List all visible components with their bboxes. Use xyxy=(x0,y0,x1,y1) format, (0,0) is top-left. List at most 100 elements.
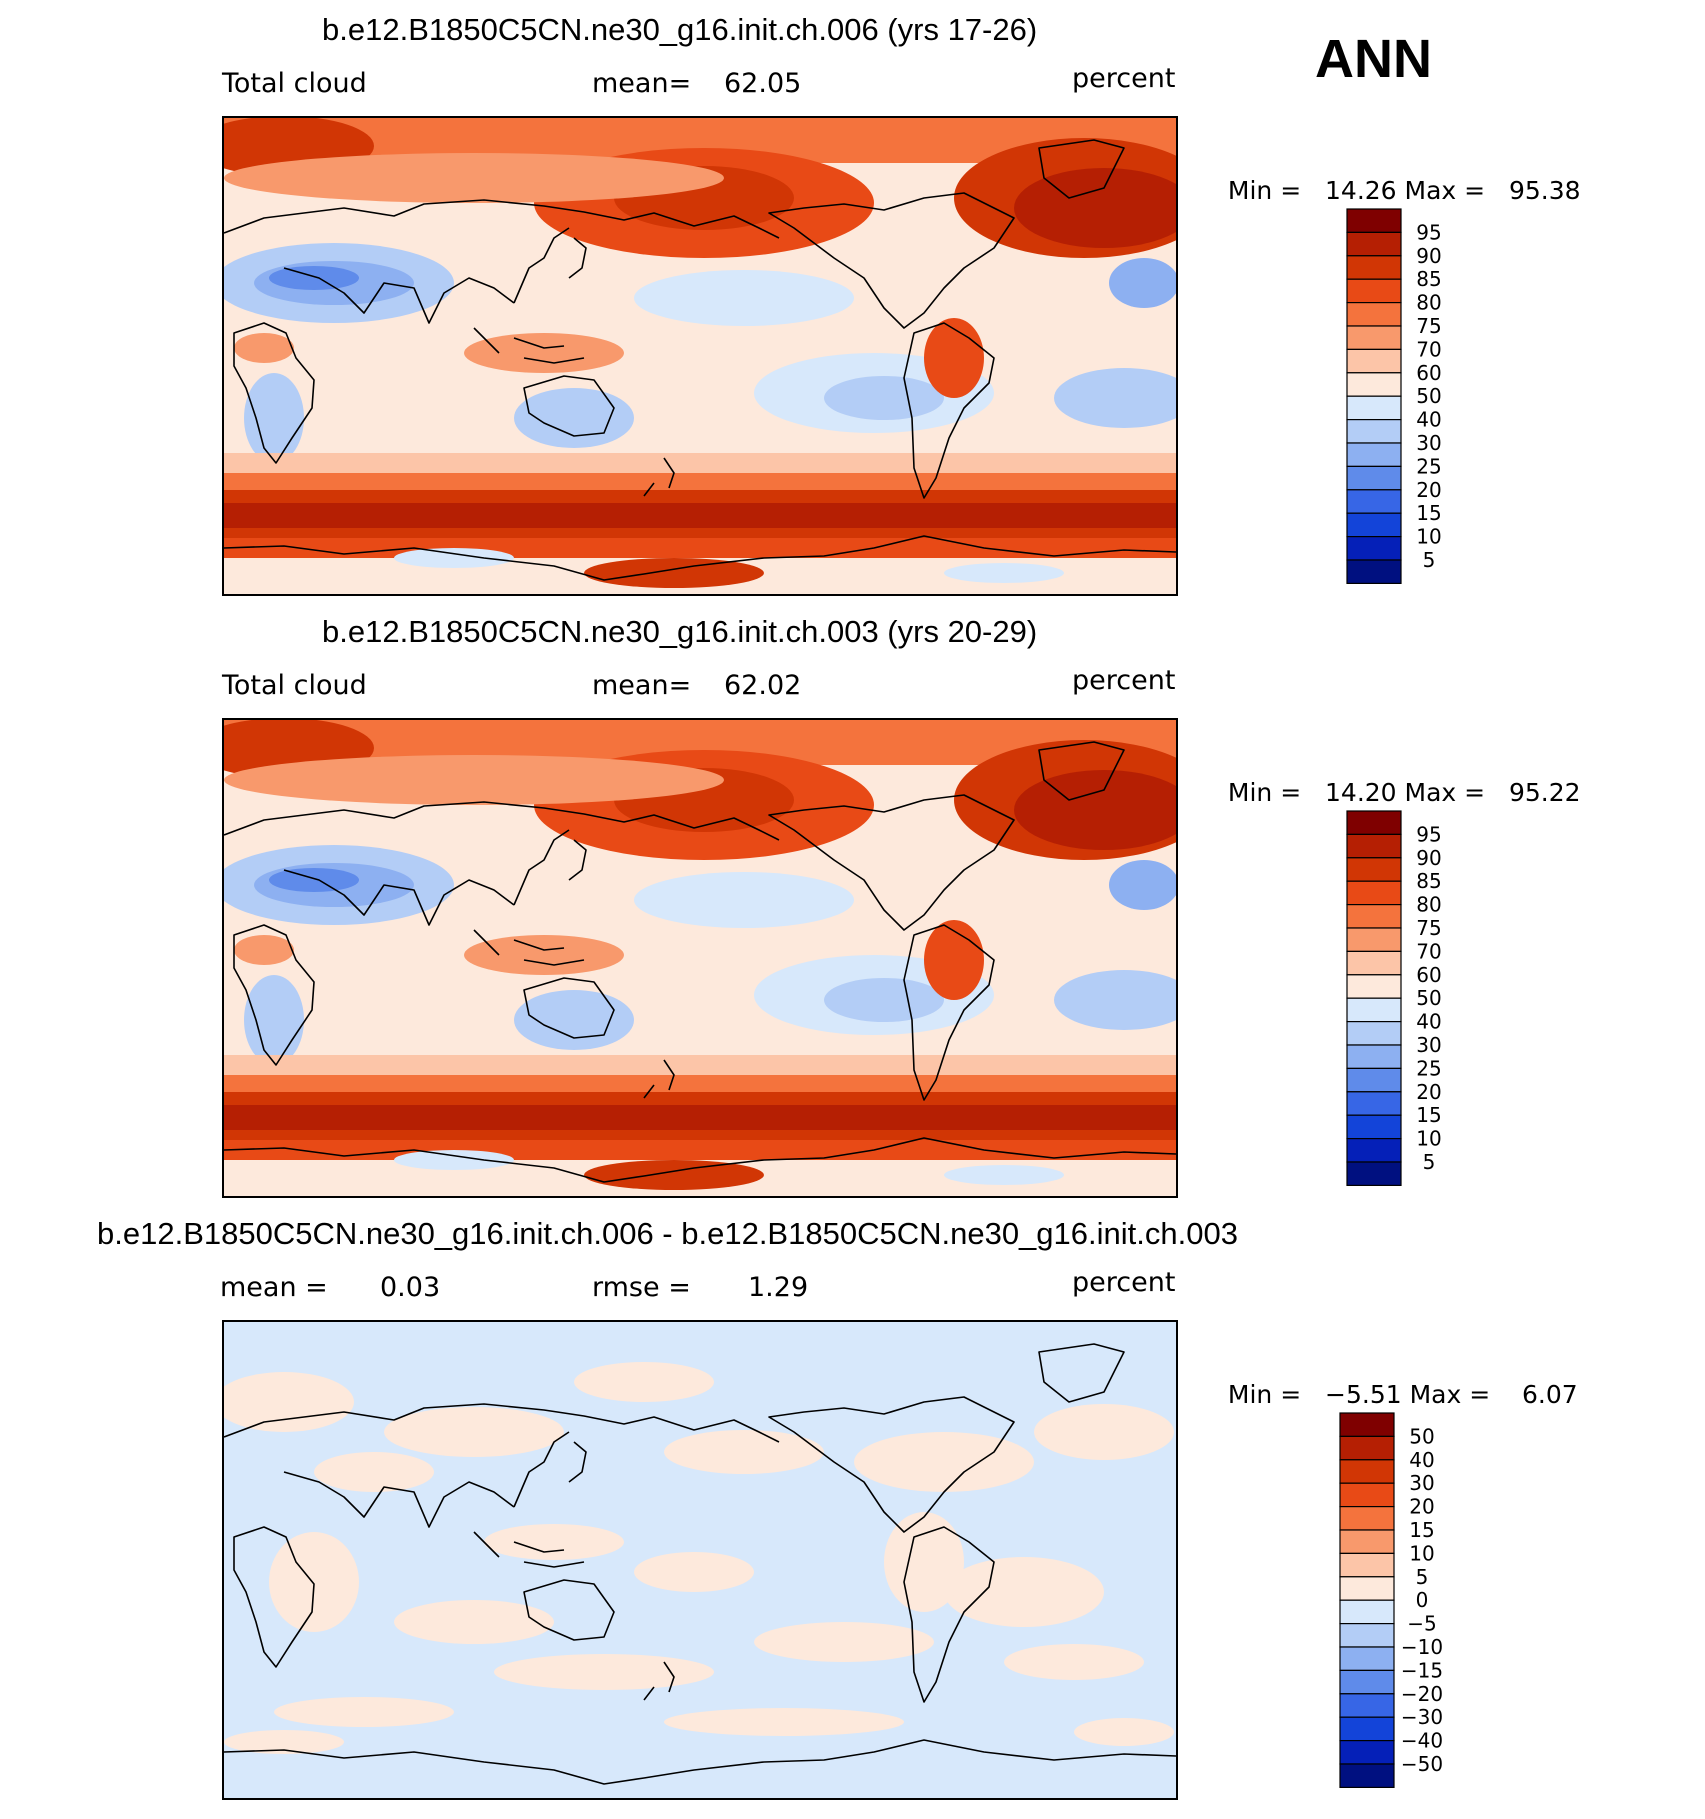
field-contour-patch xyxy=(1014,168,1176,248)
panel3-minmax: Min = −5.51 Max = 6.07 xyxy=(1212,1351,1578,1409)
field-contour-patch xyxy=(394,548,514,568)
panel1-max-label: Max = xyxy=(1404,176,1486,205)
coastline xyxy=(224,535,1176,581)
field-contour-patch xyxy=(634,270,854,326)
panel2-max-label: Max = xyxy=(1404,778,1486,807)
field-contour-patch xyxy=(634,1552,754,1592)
colorbar-tick-label: 40 xyxy=(1409,1448,1434,1472)
coastline xyxy=(643,1059,675,1099)
panel1-min-label: Min = xyxy=(1227,176,1302,205)
coastline xyxy=(513,1431,570,1508)
colorbar-tick-label: 50 xyxy=(1416,384,1441,408)
panel1-min-value: 14.26 xyxy=(1325,176,1397,205)
panel3-unit-label: percent xyxy=(1072,1267,1176,1298)
colorbar-tick-label: 5 xyxy=(1423,548,1436,572)
panel3-mean-value: 0.03 xyxy=(380,1272,441,1303)
coastline xyxy=(1038,139,1125,199)
field-contour-patch xyxy=(224,1730,344,1754)
field-contour-patch xyxy=(584,558,764,588)
colorbar-swatch xyxy=(1346,1161,1402,1186)
colorbar-tick-label: −40 xyxy=(1401,1729,1443,1753)
coastline xyxy=(768,1396,1015,1533)
colorbar-swatch xyxy=(1339,1412,1395,1437)
field-contour-patch xyxy=(924,920,984,1000)
colorbar-swatch xyxy=(1346,512,1402,538)
coastline xyxy=(224,1403,780,1443)
field-contour-patch xyxy=(1014,770,1176,850)
field-contour-patch xyxy=(664,1430,824,1474)
colorbar-tick-label: 75 xyxy=(1416,916,1441,940)
colorbar-swatch xyxy=(1346,255,1402,280)
panel3-max-value: 6.07 xyxy=(1521,1380,1578,1409)
coastline xyxy=(903,322,995,499)
colorbar-swatch xyxy=(1339,1669,1395,1695)
field-contour-patch xyxy=(244,975,304,1065)
field-contour-patch xyxy=(1054,970,1176,1030)
colorbar-swatch xyxy=(1339,1459,1395,1484)
colorbar-swatch xyxy=(1339,1740,1395,1765)
coastline xyxy=(473,929,585,966)
colorbar-tick-label: 5 xyxy=(1416,1565,1429,1589)
colorbar-tick-label: −30 xyxy=(1401,1705,1443,1729)
coastline xyxy=(523,375,615,437)
field-contour-patch xyxy=(464,935,624,975)
field-contour-band xyxy=(224,1105,1176,1130)
panel1-title: b.e12.B1850C5CN.ne30_g16.init.ch.006 (yr… xyxy=(322,12,1038,47)
coastline xyxy=(1038,1343,1125,1403)
field-contour-patch xyxy=(1109,860,1176,910)
colorbar-tick-label: 15 xyxy=(1416,1103,1441,1127)
coastline xyxy=(233,1526,315,1668)
coastline xyxy=(568,839,587,881)
colorbar-swatch xyxy=(1339,1646,1395,1671)
field-contour-patch xyxy=(754,1622,934,1662)
coastline xyxy=(224,1137,1176,1183)
field-contour-patch xyxy=(269,266,359,290)
panel3-rmse-label: rmse = xyxy=(592,1272,691,1303)
panel1-map-field xyxy=(224,118,1176,594)
colorbar-tick-label: 30 xyxy=(1416,431,1441,455)
colorbar-swatch xyxy=(1346,857,1402,882)
panel1-mean-value: 62.05 xyxy=(724,68,802,99)
panel1-unit-label: percent xyxy=(1072,63,1176,94)
colorbar-swatch xyxy=(1346,1067,1402,1093)
colorbar-swatch xyxy=(1339,1552,1395,1578)
field-contour-patch xyxy=(664,1708,904,1736)
colorbar-swatch xyxy=(1346,950,1402,976)
colorbar-tick-label: 30 xyxy=(1409,1471,1434,1495)
coastline xyxy=(283,1471,515,1528)
field-contour-patch xyxy=(514,990,634,1050)
colorbar-tick-label: 25 xyxy=(1416,454,1441,478)
coastline xyxy=(768,192,1015,329)
colorbar-swatch xyxy=(1346,927,1402,952)
field-contour-band xyxy=(224,1075,1176,1095)
field-contour-patch xyxy=(854,1432,1034,1492)
field-contour-patch xyxy=(484,1524,624,1560)
field-contour-band xyxy=(224,473,1176,493)
panel3-map-field xyxy=(224,1322,1176,1798)
colorbar-swatch xyxy=(1346,559,1402,584)
field-contour-patch xyxy=(244,373,304,463)
colorbar-swatch xyxy=(1346,489,1402,514)
coastline xyxy=(568,1441,587,1483)
field-contour-patch xyxy=(269,1532,359,1632)
colorbar-tick-label: 70 xyxy=(1416,337,1441,361)
field-contour-band xyxy=(224,503,1176,528)
field-contour-patch xyxy=(1034,1404,1174,1460)
coastline xyxy=(513,227,570,304)
panel2-min-value: 14.20 xyxy=(1325,778,1397,807)
colorbar-swatch xyxy=(1339,1599,1395,1625)
colorbar-swatch xyxy=(1339,1482,1395,1508)
panel1-map xyxy=(222,116,1178,596)
field-contour-patch xyxy=(394,1150,514,1170)
colorbar-swatch xyxy=(1346,1114,1402,1140)
colorbar-swatch xyxy=(1346,974,1402,999)
coastline xyxy=(513,829,570,906)
colorbar-tick-label: 10 xyxy=(1409,1541,1434,1565)
coastline xyxy=(224,801,780,841)
panel3-min-label: Min = xyxy=(1227,1380,1302,1409)
panel2-field-label: Total cloud xyxy=(222,670,367,701)
coastline xyxy=(643,457,675,497)
colorbar-swatch xyxy=(1346,301,1402,327)
colorbar-swatch xyxy=(1339,1529,1395,1554)
panel3-map xyxy=(222,1320,1178,1800)
